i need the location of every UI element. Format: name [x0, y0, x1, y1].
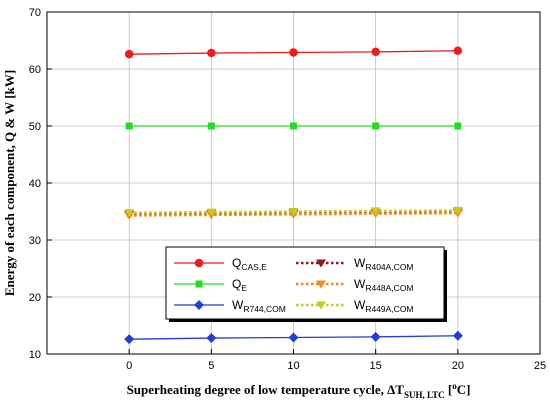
x-axis-label-delta: ΔT: [387, 382, 404, 397]
x-axis-label-unit-open: [: [445, 382, 453, 397]
series-qe: [125, 122, 462, 130]
legend-marker-qcas: [194, 258, 204, 268]
legend-label-main: Q: [232, 277, 241, 291]
y-tick-label: 20: [29, 292, 41, 304]
x-tick-label: 25: [534, 360, 546, 372]
data-point-qcas: [289, 48, 298, 57]
x-tick-label: 0: [126, 360, 132, 372]
x-tick-label: 5: [208, 360, 214, 372]
legend-item-qcas: QCAS,E: [174, 256, 267, 272]
legend-label-qe: QE: [232, 277, 247, 293]
y-axis-label: Energy of each component, Q & W [kW]: [2, 70, 17, 296]
data-point-qe: [372, 122, 380, 130]
data-point-wr744: [288, 332, 299, 343]
legend-label-wr744: WR744,COM: [232, 298, 286, 314]
x-axis-label-main: Superheating degree of low temperature c…: [127, 382, 388, 397]
data-point-wr744: [124, 334, 135, 345]
x-axis-label-unit-degree: o: [452, 381, 457, 391]
data-point-wr449a: [370, 207, 381, 216]
x-axis-label: Superheating degree of low temperature c…: [127, 381, 471, 400]
legend-item-wr449a: WR449A,COM: [296, 298, 414, 314]
series-group: [124, 46, 463, 345]
x-axis-label-subscript: SUH, LTC: [404, 390, 445, 400]
legend-item-wr448a: WR448A,COM: [296, 277, 414, 293]
legend-label-subscript: CAS,E: [241, 262, 267, 272]
y-tick-label: 50: [29, 121, 41, 133]
series-wr449a: [124, 206, 463, 218]
legend-label-subscript: R404A,COM: [365, 262, 413, 272]
legend-label-main: Q: [232, 256, 241, 270]
legend-label-wr448a: WR448A,COM: [354, 277, 414, 293]
data-point-qe: [290, 122, 297, 130]
legend-marker-wr404a: [316, 259, 326, 268]
y-tick-label: 30: [29, 235, 41, 247]
data-point-wr449a: [288, 208, 299, 216]
axis-ticks: 0 5 10 15 20 25 10 20 30 40 50 60 70: [29, 7, 546, 372]
y-tick-label: 60: [29, 64, 41, 76]
data-point-wr449a: [452, 206, 463, 215]
legend-marker-wr449a: [316, 301, 326, 310]
legend-label-wr404a: WR404A,COM: [354, 256, 414, 272]
x-tick-label: 15: [370, 360, 382, 372]
data-point-qcas: [124, 49, 134, 59]
data-point-qe: [125, 122, 133, 130]
legend-marker-qe: [195, 280, 203, 288]
legend-label-subscript: E: [241, 283, 247, 293]
legend: QCAS,EQEWR744,COMWR404A,COMWR448A,COMWR4…: [165, 246, 447, 322]
legend-label-wr449a: WR449A,COM: [354, 298, 414, 314]
legend-label-main: W: [354, 277, 366, 291]
legend-box: [165, 246, 445, 320]
y-tick-label: 70: [29, 7, 41, 19]
data-point-wr449a: [206, 208, 217, 217]
legend-marker-wr744: [194, 300, 204, 310]
data-point-qcas: [207, 48, 216, 58]
x-axis-label-unit-close: C]: [457, 382, 471, 397]
data-point-qcas: [371, 47, 380, 57]
data-point-qe: [454, 122, 462, 130]
series-wr744: [124, 330, 463, 345]
data-point-wr744: [370, 331, 381, 342]
data-point-wr744: [452, 330, 463, 341]
legend-item-wr744: WR744,COM: [174, 298, 286, 314]
legend-label-subscript: R449A,COM: [365, 304, 413, 314]
x-tick-label: 10: [287, 360, 299, 372]
data-point-wr744: [206, 333, 217, 344]
legend-item-qe: QE: [174, 277, 247, 293]
x-tick-label: 20: [452, 360, 464, 372]
legend-label-main: W: [354, 256, 366, 270]
legend-item-wr404a: WR404A,COM: [296, 256, 414, 272]
y-tick-label: 10: [29, 349, 41, 361]
series-qcas: [124, 46, 463, 59]
legend-label-qcas: QCAS,E: [232, 256, 267, 272]
data-point-wr449a: [124, 209, 135, 218]
legend-label-subscript: R744,COM: [243, 304, 286, 314]
data-point-qe: [207, 122, 215, 130]
legend-label-main: W: [354, 298, 366, 312]
y-tick-label: 40: [29, 178, 41, 190]
legend-label-subscript: R448A,COM: [365, 283, 413, 293]
legend-marker-wr448a: [316, 280, 326, 289]
data-point-qcas: [453, 46, 463, 56]
legend-label-main: W: [232, 298, 244, 312]
